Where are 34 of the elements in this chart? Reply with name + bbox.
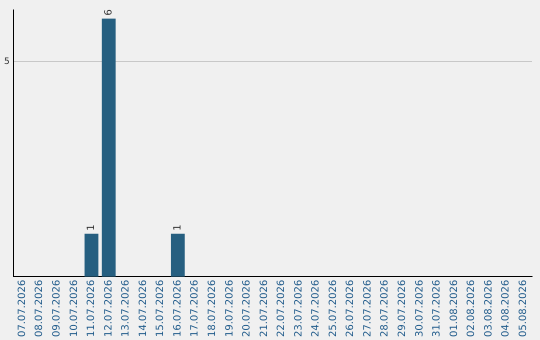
x-tick-label: 10.07.2026 [68,280,80,338]
x-tick-label: 04.08.2026 [500,280,512,338]
x-tick-label: 13.07.2026 [120,280,132,338]
x-tick-label: 03.08.2026 [483,280,494,338]
x-tick-label: 20.07.2026 [242,280,253,338]
x-tick-label: 18.07.2026 [206,280,218,338]
data-label: 1 [172,224,184,231]
x-tick-label: 12.07.2026 [103,280,114,338]
x-tick-label: 09.07.2026 [52,280,63,338]
x-tick-label: 16.07.2026 [172,280,184,338]
x-tick-label: 24.07.2026 [310,280,322,338]
x-tick-label: 25.07.2026 [328,280,339,338]
x-tick-label: 07.07.2026 [16,280,28,338]
x-tick-label: 17.07.2026 [190,280,201,338]
x-tick-label: 31.07.2026 [432,280,443,338]
x-tick-label: 05.08.2026 [518,280,529,338]
x-tick-label: 02.08.2026 [466,280,478,338]
x-tick-label: 15.07.2026 [155,280,166,338]
x-tick-label: 26.07.2026 [345,280,356,338]
x-tick-label: 27.07.2026 [362,280,374,338]
x-tick-label: 23.07.2026 [293,280,304,338]
x-tick-label: 21.07.2026 [258,280,270,338]
x-tick-label: 30.07.2026 [414,280,426,338]
x-tick-label: 19.07.2026 [224,280,236,338]
x-tick-label: 22.07.2026 [276,280,288,338]
x-tick-label: 29.07.2026 [397,280,408,338]
x-tick-label: 08.07.2026 [34,280,46,338]
x-tick-label: 11.07.2026 [86,280,98,338]
x-tick-label: 14.07.2026 [138,280,149,338]
data-label: 6 [103,9,114,16]
x-tick-label: 01.08.2026 [448,280,460,338]
y-tick-label: 5 [4,56,10,67]
x-tick-label: 28.07.2026 [380,280,391,338]
data-label: 1 [86,224,98,231]
